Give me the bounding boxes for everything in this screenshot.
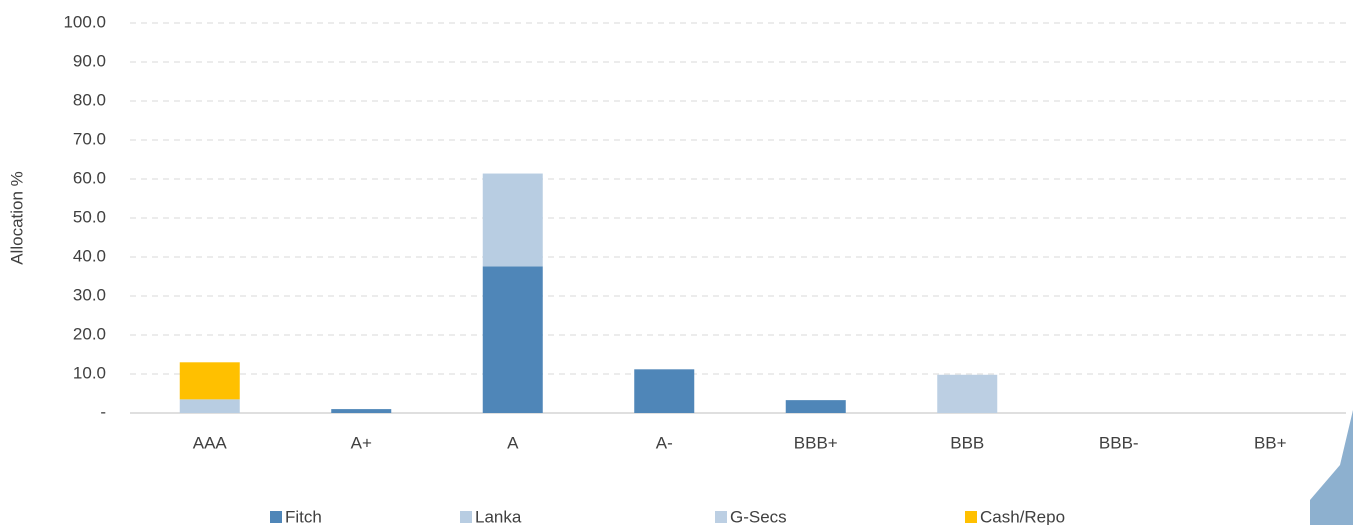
x-tick-label: BBB- (1099, 433, 1139, 452)
x-tick-label: A- (656, 433, 673, 452)
legend-swatch (270, 511, 282, 523)
y-tick-label: 80.0 (73, 90, 106, 109)
y-tick-label: 100.0 (63, 12, 106, 31)
x-tick-label: A+ (351, 433, 372, 452)
y-tick-label: 50.0 (73, 207, 106, 226)
bar-segment (179, 399, 240, 413)
legend-swatch (965, 511, 977, 523)
legend-swatch (715, 511, 727, 523)
y-tick-label: 90.0 (73, 51, 106, 70)
y-tick-label: 40.0 (73, 246, 106, 265)
y-tick-label: - (100, 402, 106, 421)
decoration (1310, 410, 1353, 525)
legend-label: Lanka (475, 507, 522, 525)
legend-swatch (460, 511, 472, 523)
bar-segment (634, 369, 695, 413)
legend-label: Cash/Repo (980, 507, 1065, 525)
x-tick-label: BBB+ (794, 433, 838, 452)
bar-segment (179, 362, 240, 400)
bar-segment (482, 266, 543, 413)
x-tick-label: BBB (950, 433, 984, 452)
y-tick-label: 70.0 (73, 129, 106, 148)
x-tick-label: AAA (193, 433, 228, 452)
x-tick-label: BB+ (1254, 433, 1287, 452)
bar-segment (331, 409, 392, 413)
y-tick-label: 30.0 (73, 285, 106, 304)
legend-label: Fitch (285, 507, 322, 525)
y-tick-label: 20.0 (73, 324, 106, 343)
bar-segment (482, 173, 543, 267)
y-tick-label: 10.0 (73, 363, 106, 382)
x-tick-label: A (507, 433, 519, 452)
bar-segment (937, 374, 998, 413)
legend-label: G-Secs (730, 507, 787, 525)
y-tick-label: 60.0 (73, 168, 106, 187)
bar-segment (785, 400, 846, 413)
y-axis-label: Allocation % (7, 171, 26, 265)
